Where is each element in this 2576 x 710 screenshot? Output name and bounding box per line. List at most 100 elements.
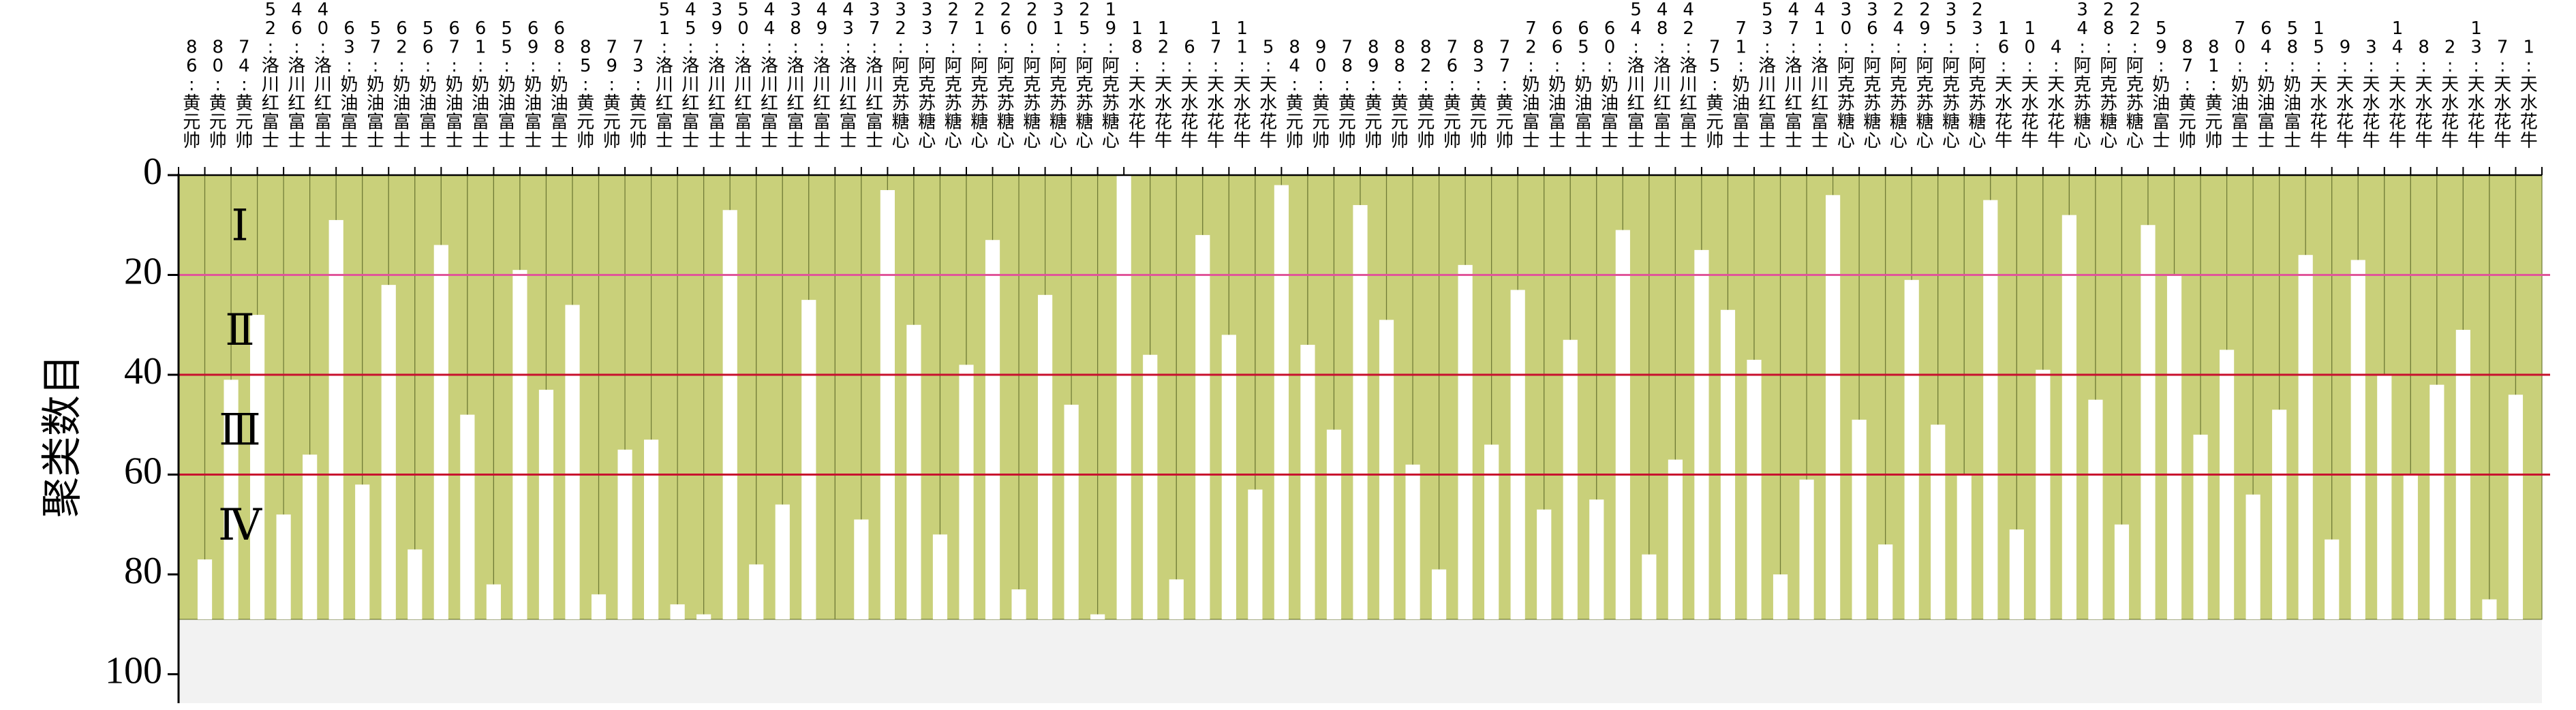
x-tick-label: 1 3:天水花牛 xyxy=(2468,18,2485,151)
x-tick-label: 7 8:黄元帅 xyxy=(1338,37,1356,152)
x-tick-label: 6 1:奶油富士 xyxy=(472,18,489,151)
x-tick-label: 1 1:天水花牛 xyxy=(1233,18,1251,151)
merge-gap xyxy=(1090,614,1105,619)
merge-gap xyxy=(2036,369,2051,619)
merge-gap xyxy=(1116,175,1131,619)
x-tick-label: 3 9:洛川红富士 xyxy=(708,0,726,151)
cut-lines-group xyxy=(179,274,2550,476)
merge-gap xyxy=(1038,294,1053,619)
merge-gap xyxy=(1563,339,1578,619)
x-tick-label: 6 4:奶油富士 xyxy=(2257,18,2275,151)
x-tick-label: 3 1:阿克苏糖心 xyxy=(1049,0,1067,151)
merge-gap xyxy=(1143,354,1158,619)
merge-gap xyxy=(2141,225,2156,619)
merge-gap xyxy=(1195,234,1210,619)
merge-gap xyxy=(1537,509,1552,619)
x-tick-label: 2 9:阿克苏糖心 xyxy=(1916,0,1933,151)
merge-gap xyxy=(2508,395,2524,619)
merge-gap xyxy=(2009,529,2024,619)
x-tick-label: 7 3:黄元帅 xyxy=(629,37,647,152)
merge-gap xyxy=(1878,544,1893,619)
merge-gap xyxy=(1720,309,1736,619)
x-tick-label: 4 6:洛川红富士 xyxy=(288,0,305,151)
merge-gap xyxy=(486,584,501,619)
merge-gap xyxy=(2061,215,2076,619)
x-tick-label: 8 5:黄元帅 xyxy=(577,37,594,152)
x-tick-label: 7 4:黄元帅 xyxy=(235,37,253,152)
x-tick-label: 7 1:奶油富士 xyxy=(1732,18,1750,151)
x-tick-label: 6 5:奶油富士 xyxy=(1575,18,1593,151)
merge-gap xyxy=(1432,569,1447,619)
merge-gap xyxy=(1852,419,1867,619)
x-tick-label: 8 2:黄元帅 xyxy=(1417,37,1435,152)
x-tick-label: 6 2:奶油富士 xyxy=(393,18,411,151)
x-labels-group: 8 6:黄元帅 8 0:黄元帅 7 4:黄元帅 5 2:洛川红富士 4 6:洛川红富士 4 0:洛川红… xyxy=(183,0,2537,151)
merge-gap xyxy=(2403,474,2418,619)
x-tick-label: 7 6:黄元帅 xyxy=(1443,37,1461,152)
merge-gap xyxy=(1826,195,1841,619)
x-tick-label: 3 8:洛川红富士 xyxy=(787,0,805,151)
y-axis-label: 聚类数目 xyxy=(39,354,87,518)
x-tick-label: 3 7:洛川红富士 xyxy=(865,0,883,151)
x-tick-label: 8 3:黄元帅 xyxy=(1469,37,1487,152)
merge-gap xyxy=(2377,375,2392,619)
x-tick-label: 8 4:黄元帅 xyxy=(1286,37,1304,152)
cluster-label: Ⅰ xyxy=(231,201,248,249)
x-tick-label: 6:天水花牛 xyxy=(1181,37,1199,152)
x-tick-label: 6 3:奶油富士 xyxy=(340,18,358,151)
merge-gap xyxy=(722,210,737,619)
cluster-label: Ⅳ xyxy=(218,501,262,549)
merge-gap xyxy=(2166,275,2182,619)
merge-gap xyxy=(775,504,790,619)
merge-gap xyxy=(2114,524,2130,619)
merge-gap xyxy=(880,189,895,619)
cluster-label: Ⅱ xyxy=(225,306,255,354)
x-tick-label: 7:天水花牛 xyxy=(2494,37,2511,152)
merge-gap xyxy=(1353,204,1368,619)
merge-gap xyxy=(2298,255,2313,619)
merge-gap xyxy=(1011,589,1026,619)
x-tick-label: 1 0:天水花牛 xyxy=(2021,18,2039,151)
merge-gap xyxy=(2193,434,2208,619)
merge-gap xyxy=(2429,384,2444,619)
merge-gap xyxy=(565,305,580,619)
y-tick-label: 80 xyxy=(124,550,162,592)
y-tick-label: 0 xyxy=(143,151,162,193)
x-tick-label: 3 3:阿克苏糖心 xyxy=(918,0,936,151)
bars-group xyxy=(178,174,2543,620)
x-tick-label: 7 9:黄元帅 xyxy=(603,37,621,152)
x-tick-label: 2 1:阿克苏糖心 xyxy=(970,0,988,151)
x-tick-label: 5 0:洛川红富士 xyxy=(734,0,752,151)
merge-gap xyxy=(2272,410,2287,619)
merge-gap xyxy=(696,614,711,619)
x-tick-label: 2 7:阿克苏糖心 xyxy=(945,0,962,151)
x-tick-label: 2 8:阿克苏糖心 xyxy=(2100,0,2117,151)
x-tick-label: 4 7:洛川红富士 xyxy=(1785,0,1803,151)
merge-gap xyxy=(932,534,948,619)
merge-gap xyxy=(250,315,265,619)
x-tick-label: 8:天水花牛 xyxy=(2415,37,2433,152)
merge-gap xyxy=(1983,200,1998,619)
merge-gap xyxy=(644,439,659,619)
merge-gap xyxy=(1405,464,1420,619)
merge-gap xyxy=(224,380,239,619)
x-tick-label: 8 1:黄元帅 xyxy=(2205,37,2222,152)
x-tick-label: 9:天水花牛 xyxy=(2336,37,2354,152)
x-tick-label: 4:天水花牛 xyxy=(2047,37,2065,152)
x-tick-label: 3 0:阿克苏糖心 xyxy=(1837,0,1855,151)
merge-gap xyxy=(1169,579,1184,619)
merge-gap xyxy=(670,604,685,619)
merge-gap xyxy=(1064,404,1079,619)
x-tick-label: 1 2:天水花牛 xyxy=(1154,18,1172,151)
merge-gap xyxy=(303,454,318,619)
merge-gap xyxy=(197,559,213,619)
x-tick-label: 1 5:天水花牛 xyxy=(2310,18,2327,151)
merge-gap xyxy=(1615,230,1630,619)
merge-gap xyxy=(801,300,816,619)
x-tick-label: 4 5:洛川红富士 xyxy=(681,0,699,151)
x-tick-label: 6 9:奶油富士 xyxy=(524,18,542,151)
x-tick-label: 5 6:奶油富士 xyxy=(419,18,437,151)
cluster-label: Ⅲ xyxy=(219,406,261,454)
merge-gap xyxy=(2482,599,2497,619)
